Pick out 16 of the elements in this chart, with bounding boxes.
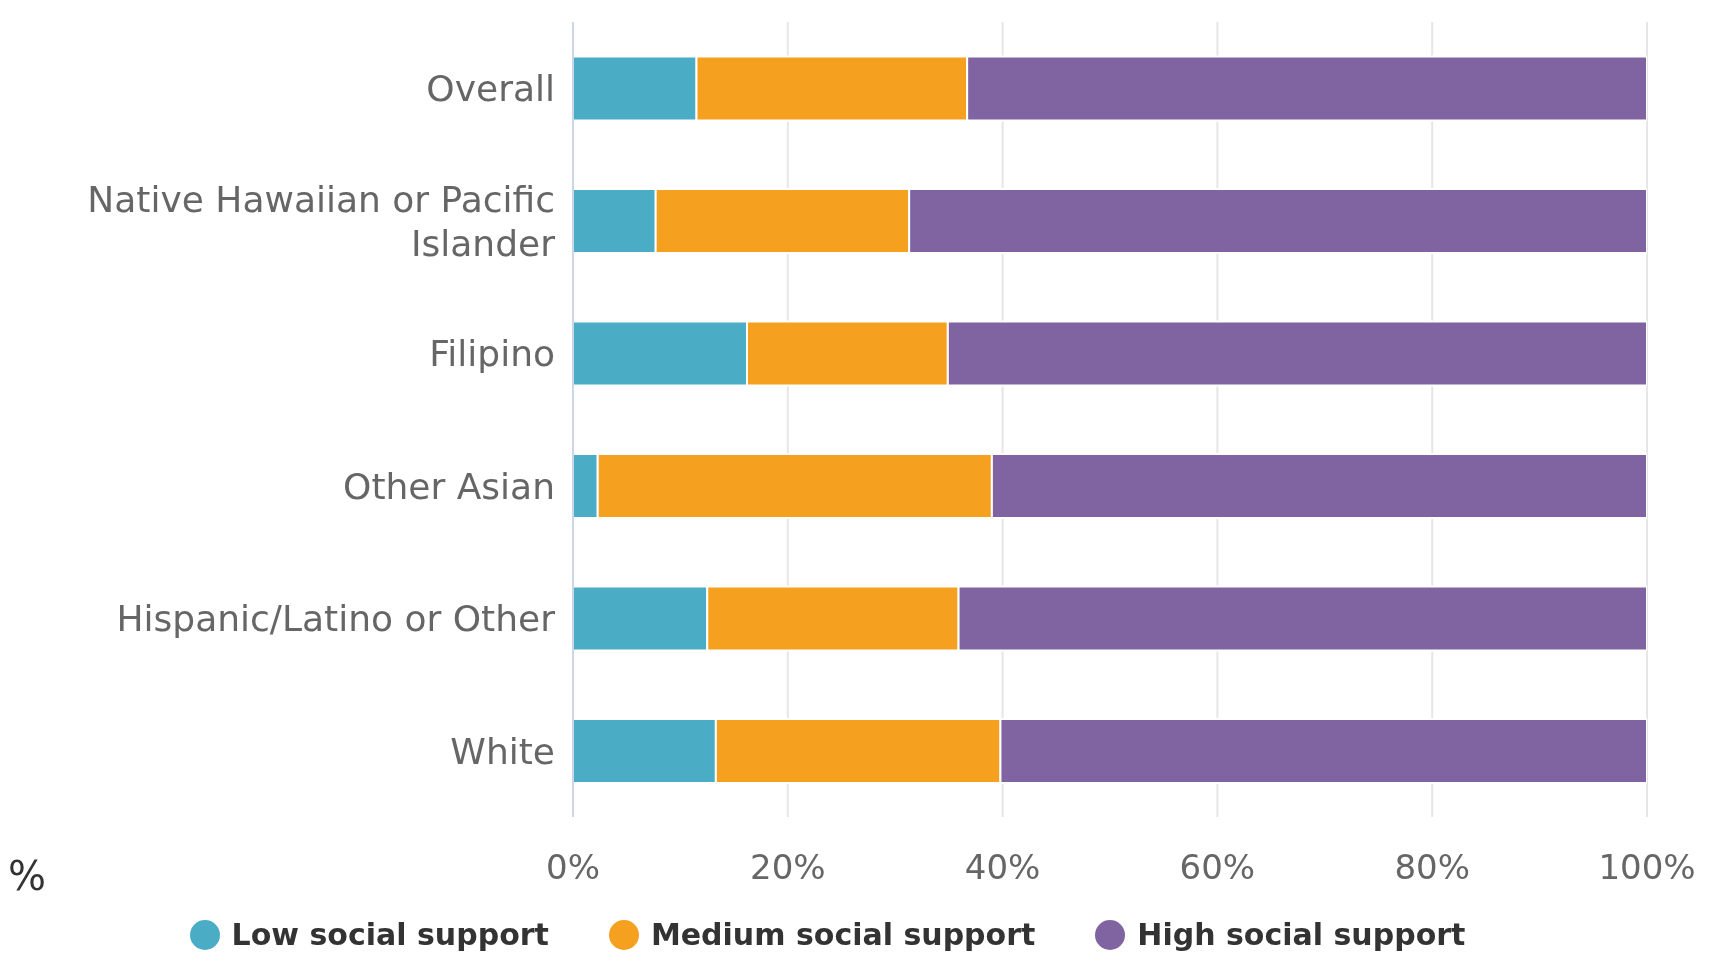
legend-label: Medium social support — [650, 917, 1036, 952]
x-tick-label: 100% — [1598, 847, 1696, 888]
legend-label: Low social support — [231, 917, 549, 952]
text: % — [8, 853, 47, 899]
y-tick-label: Hispanic/Latino or Other — [116, 597, 556, 639]
y-tick-label: Filipino — [429, 332, 555, 374]
x-tick-label: 60% — [1179, 847, 1256, 888]
y-tick-label: White — [450, 730, 555, 772]
x-tick-label: 0% — [546, 847, 600, 888]
x-tick-label: 20% — [750, 847, 826, 888]
y-tick-label: Native Hawaiian or Pacific Islander — [87, 178, 556, 264]
x-tick-label: 80% — [1394, 847, 1470, 888]
x-tick-label: 40% — [964, 847, 1041, 888]
legend-label: High social support — [1137, 917, 1466, 952]
y-tick-label: Overall — [426, 67, 555, 109]
y-tick-label: Other Asian — [343, 465, 555, 507]
